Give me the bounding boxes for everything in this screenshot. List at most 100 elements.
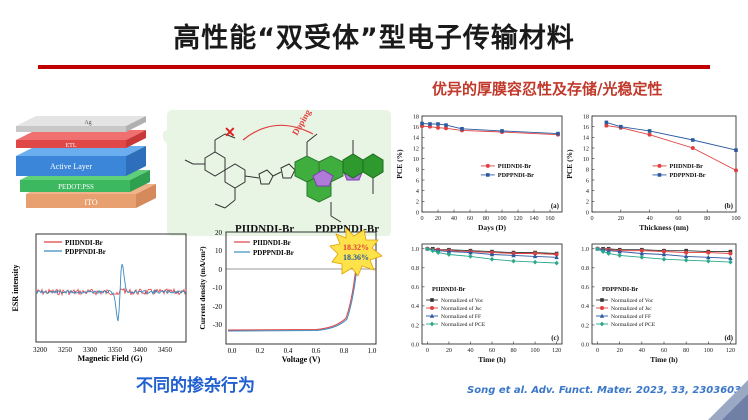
x-tick-label: 80 [683, 347, 689, 354]
x-axis-label: Time (h) [650, 355, 678, 364]
panel-letter: (c) [551, 334, 559, 342]
y-tick-label: 1.0 [581, 246, 589, 253]
legend-marker [430, 306, 434, 310]
legend-title: PIIDNDI-Br [432, 286, 466, 293]
data-point [532, 259, 538, 265]
esr-xlabel: Magnetic Field (G) [78, 354, 143, 363]
layer-active: Active Layer [16, 146, 146, 176]
data-point [690, 146, 695, 150]
x-tick-label: 60 [675, 215, 681, 222]
x-tick-label: 40 [647, 215, 653, 222]
x-axis-label: Time (h) [478, 355, 506, 364]
x-tick-label: 160 [545, 215, 554, 222]
x-tick-label: 80 [483, 215, 489, 222]
legend-label: PDPPNDI-Br [669, 172, 705, 179]
data-point [511, 258, 516, 264]
x-tick-label: 60 [467, 215, 473, 222]
title-rule [38, 65, 710, 69]
device-stack-diagram: ITO PEDOT:PSS Active Layer ETL Ag [16, 116, 156, 208]
x-tick-label: 20 [618, 215, 624, 222]
data-point [639, 248, 644, 253]
legend-marker [429, 313, 435, 318]
jv-frame [225, 231, 377, 345]
esr-xtick: 3250 [58, 346, 73, 354]
legend-marker [485, 163, 490, 168]
legend-marker [657, 173, 662, 177]
legend-label: Normalized of Voc [611, 297, 654, 304]
data-point [734, 148, 738, 152]
x-tick-label: 120 [552, 347, 561, 354]
legend-marker [599, 313, 605, 318]
data-point [683, 257, 689, 263]
jv-pce-blue: 18.36% [343, 253, 369, 262]
jv-ytick: 20 [215, 229, 223, 237]
data-point [617, 253, 622, 258]
panel-letter: (a) [551, 202, 560, 210]
legend-marker [600, 306, 604, 310]
legend-label: PIIDNDI-Br [498, 163, 532, 170]
y-tick-label: 4 [586, 188, 589, 195]
x-tick-label: 40 [467, 347, 473, 354]
x-tick-label: 0 [596, 347, 599, 354]
doping-arrow [242, 124, 314, 141]
x-tick-label: 120 [726, 347, 735, 354]
jv-ytick: -30 [213, 321, 223, 329]
panel-letter: (b) [724, 202, 733, 210]
series-line [421, 123, 559, 135]
plot-frame [591, 115, 737, 213]
x-tick-label: 120 [513, 215, 522, 222]
data-point [435, 250, 441, 255]
data-point [619, 124, 623, 129]
y-tick-label: 0.0 [411, 341, 419, 348]
esr-xtick: 3350 [108, 346, 123, 354]
layer-etl: ETL [16, 130, 146, 149]
data-point [728, 255, 733, 261]
y-tick-label: 12 [583, 145, 589, 152]
chart-panel-b: 0 2 4 6 8 10 12 14 16 18 0 20 40 60 80 100 Thickness (nm… [565, 113, 741, 232]
molecule-panel: ✕ Doping PIIDNDI-Br PDPPNDI-Br [163, 107, 391, 236]
jv-xtick: 0.6 [312, 347, 321, 355]
legend-marker [657, 163, 662, 168]
legend-label: Normalized of Voc [441, 297, 484, 304]
esr-legend-blue: PDPPNDI-Br [65, 248, 106, 256]
y-tick-label: 16 [583, 124, 589, 131]
slide-subtitle: 优异的厚膜容忍性及存储/光稳定性 [432, 80, 663, 98]
y-tick-label: 12 [413, 145, 419, 152]
esr-xticks: 3200 3250 3300 3350 3400 3450 [33, 346, 173, 354]
legend-marker [430, 298, 434, 302]
y-tick-label: 10 [413, 156, 419, 163]
data-point [500, 129, 504, 133]
legend-label: PDPPNDI-Br [498, 172, 534, 179]
data-point [444, 123, 448, 127]
y-tick-label: 0.2 [411, 322, 419, 329]
x-tick-label: 20 [446, 347, 452, 354]
data-point [684, 250, 689, 255]
data-point [706, 250, 711, 255]
y-tick-label: 6 [586, 177, 589, 184]
data-point [639, 254, 645, 260]
plot-frame [421, 115, 563, 213]
legend-marker [429, 321, 435, 327]
data-point [489, 256, 495, 262]
layer-active-label: Active Layer [50, 162, 92, 171]
data-point [420, 121, 424, 126]
esr-xtick: 3450 [158, 346, 173, 354]
legend-marker [486, 173, 490, 177]
blocked-mark-icon: ✕ [224, 126, 236, 141]
data-point [554, 260, 559, 266]
jv-ytick: -10 [213, 284, 223, 292]
data-point [425, 246, 430, 252]
x-tick-label: 100 [704, 347, 713, 354]
data-point [647, 129, 652, 133]
y-tick-label: 6 [416, 177, 419, 184]
x-tick-label: 100 [497, 215, 506, 222]
data-point [428, 122, 432, 126]
jv-ytick: 0 [219, 266, 223, 274]
chart-panel-a: 0 2 4 6 8 10 12 14 16 18 0 20 40 60 80 100 120 140 160 Days… [395, 113, 563, 232]
x-tick-label: 40 [451, 215, 457, 222]
esr-legend-red: PIIDNDI-Br [65, 239, 103, 247]
jv-xtick: 0.4 [284, 347, 293, 355]
y-tick-label: 18 [583, 113, 589, 120]
legend-title: PDPPNDI-Br [602, 286, 638, 293]
x-tick-label: 60 [661, 347, 667, 354]
